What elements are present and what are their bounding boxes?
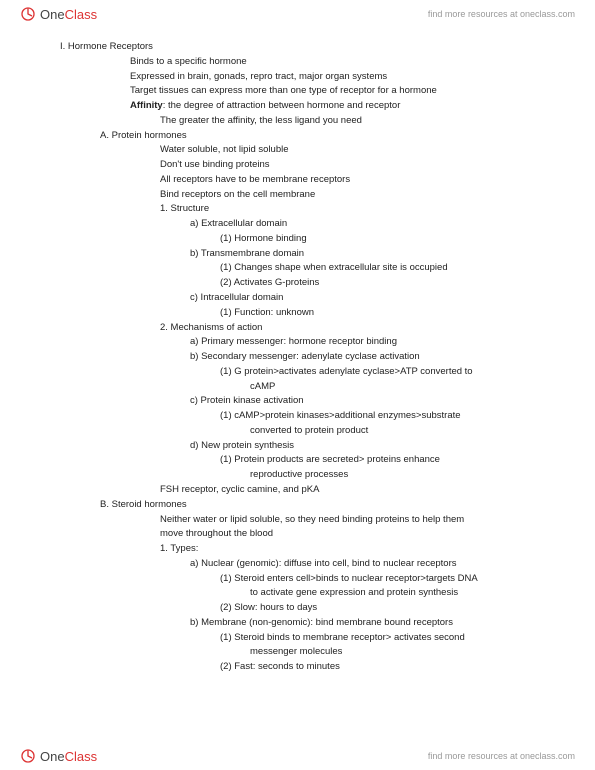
- outline-line: cAMP: [250, 380, 565, 394]
- outline-line: reproductive processes: [250, 468, 565, 482]
- outline-line: FSH receptor, cyclic camine, and pKA: [160, 483, 565, 497]
- outline-line: b) Membrane (non-genomic): bind membrane…: [190, 616, 565, 630]
- outline-line: B. Steroid hormones: [100, 498, 565, 512]
- outline-line: Neither water or lipid soluble, so they …: [160, 513, 565, 527]
- outline-line: Binds to a specific hormone: [130, 55, 565, 69]
- outline-line: (2) Activates G-proteins: [220, 276, 565, 290]
- logo-top: OneClass: [20, 6, 97, 22]
- outline-line: 1. Types:: [160, 542, 565, 556]
- outline-line: to activate gene expression and protein …: [250, 586, 565, 600]
- outline-line: Affinity: the degree of attraction betwe…: [130, 99, 565, 113]
- outline-line: b) Secondary messenger: adenylate cyclas…: [190, 350, 565, 364]
- outline-line: (1) Changes shape when extracellular sit…: [220, 261, 565, 275]
- outline-line: (1) cAMP>protein kinases>additional enzy…: [220, 409, 565, 423]
- outline-line: (1) Hormone binding: [220, 232, 565, 246]
- outline-line: a) Nuclear (genomic): diffuse into cell,…: [190, 557, 565, 571]
- outline-line: (1) Steroid enters cell>binds to nuclear…: [220, 572, 565, 586]
- outline-line: c) Intracellular domain: [190, 291, 565, 305]
- tagline-bottom: find more resources at oneclass.com: [428, 751, 575, 761]
- logo-text-top: OneClass: [40, 7, 97, 22]
- outline-line: Expressed in brain, gonads, repro tract,…: [130, 70, 565, 84]
- outline-line: (1) Protein products are secreted> prote…: [220, 453, 565, 467]
- outline-line: (2) Slow: hours to days: [220, 601, 565, 615]
- page-header: OneClass find more resources at oneclass…: [0, 0, 595, 28]
- tagline-top: find more resources at oneclass.com: [428, 9, 575, 19]
- outline-line: All receptors have to be membrane recept…: [160, 173, 565, 187]
- outline-line: Don't use binding proteins: [160, 158, 565, 172]
- page-footer: OneClass find more resources at oneclass…: [0, 742, 595, 770]
- outline-line: a) Extracellular domain: [190, 217, 565, 231]
- outline-line: Bind receptors on the cell membrane: [160, 188, 565, 202]
- outline-line: 1. Structure: [160, 202, 565, 216]
- logo-icon: [20, 6, 36, 22]
- outline-line: converted to protein product: [250, 424, 565, 438]
- outline-line: move throughout the blood: [160, 527, 565, 541]
- outline-line: messenger molecules: [250, 645, 565, 659]
- outline-line: d) New protein synthesis: [190, 439, 565, 453]
- outline-line: b) Transmembrane domain: [190, 247, 565, 261]
- outline-line: The greater the affinity, the less ligan…: [160, 114, 565, 128]
- logo-text-bottom: OneClass: [40, 749, 97, 764]
- outline-line: Water soluble, not lipid soluble: [160, 143, 565, 157]
- document-body: I. Hormone ReceptorsBinds to a specific …: [60, 40, 565, 675]
- outline-line: A. Protein hormones: [100, 129, 565, 143]
- outline-line: (1) G protein>activates adenylate cyclas…: [220, 365, 565, 379]
- outline-line: c) Protein kinase activation: [190, 394, 565, 408]
- outline-line: a) Primary messenger: hormone receptor b…: [190, 335, 565, 349]
- outline-line: (2) Fast: seconds to minutes: [220, 660, 565, 674]
- logo-icon: [20, 748, 36, 764]
- logo-bottom: OneClass: [20, 748, 97, 764]
- outline-line: I. Hormone Receptors: [60, 40, 565, 54]
- outline-line: 2. Mechanisms of action: [160, 321, 565, 335]
- outline-line: (1) Steroid binds to membrane receptor> …: [220, 631, 565, 645]
- outline-line: Target tissues can express more than one…: [130, 84, 565, 98]
- outline-line: (1) Function: unknown: [220, 306, 565, 320]
